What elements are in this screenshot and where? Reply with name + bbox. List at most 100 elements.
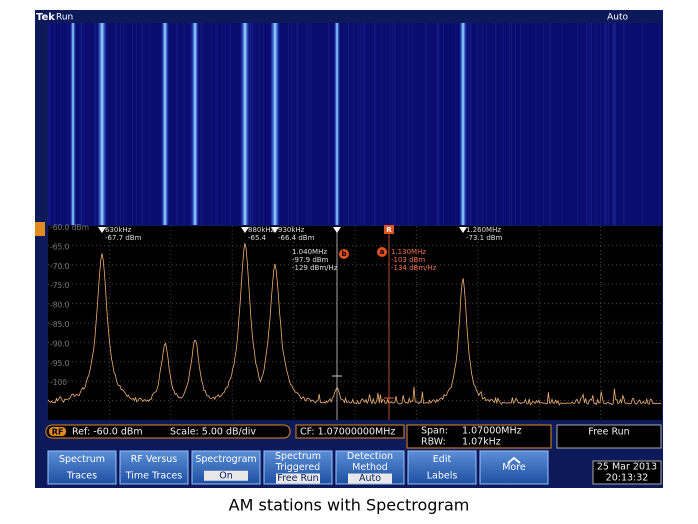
station-line bbox=[191, 23, 199, 225]
menu-button[interactable]: Spectrogram On bbox=[191, 450, 261, 485]
button-face[interactable] bbox=[479, 450, 549, 485]
trigger-box bbox=[556, 424, 662, 449]
button-label[interactable]: Detection bbox=[347, 451, 393, 462]
marker-freq: 880kHz bbox=[248, 226, 275, 234]
marker-level: -73.1 dBm bbox=[466, 234, 503, 242]
station-line bbox=[334, 23, 340, 225]
marker-level: -66.4 dBm bbox=[278, 234, 315, 242]
button-label[interactable]: Free Run bbox=[277, 473, 318, 484]
markers: 630kHz-67.7 dBm 880kHz-65.4 930kHz-66.4 dB… bbox=[98, 226, 503, 242]
button-value-box bbox=[204, 470, 248, 481]
clock-box bbox=[592, 460, 662, 485]
button-label[interactable]: Triggered bbox=[275, 462, 320, 473]
y-label: -70.0 bbox=[50, 262, 70, 271]
y-label: -65.0 bbox=[50, 242, 70, 251]
ref-badge bbox=[35, 222, 45, 236]
marker-b-freq: 1.040MHz bbox=[292, 248, 327, 256]
menu-button[interactable]: RF Versus Time Traces bbox=[119, 450, 189, 485]
y-label: -95.0 bbox=[50, 359, 70, 368]
rbw-label: RBW: bbox=[421, 437, 446, 448]
spectrogram-lines bbox=[47, 23, 660, 225]
button-arrow bbox=[507, 456, 521, 464]
button-face[interactable] bbox=[47, 450, 117, 485]
menu-button[interactable]: Edit Labels bbox=[407, 450, 477, 485]
button-label[interactable]: Spectrum bbox=[275, 451, 321, 462]
marker-freq: 1.260MHz bbox=[466, 226, 501, 234]
marker-level: -65.4 bbox=[248, 234, 267, 242]
spectrum-trace bbox=[47, 243, 662, 406]
y-label: -85.0 bbox=[50, 320, 70, 329]
grid bbox=[48, 226, 662, 420]
station-line bbox=[270, 23, 280, 225]
button-label[interactable]: Edit bbox=[433, 454, 452, 465]
center-freq: CF: 1.07000000MHz bbox=[300, 427, 395, 438]
time: 20:13:32 bbox=[606, 473, 649, 484]
y-label: -90.0 bbox=[50, 339, 70, 348]
button-value-box bbox=[276, 473, 320, 484]
trigger: Free Run bbox=[588, 427, 629, 438]
marker-freq: 630kHz bbox=[105, 226, 132, 234]
marker-b-badge bbox=[339, 249, 349, 259]
button-label[interactable]: Method bbox=[352, 462, 388, 473]
date: 25 Mar 2013 bbox=[597, 462, 657, 473]
menu-buttons: Spectrum Traces RF Versus Time Traces Spectr… bbox=[47, 450, 549, 485]
ref-box bbox=[45, 424, 291, 439]
marker-arrow bbox=[271, 227, 279, 233]
marker-a-ref-box bbox=[384, 225, 394, 234]
marker-level: -67.7 dBm bbox=[105, 234, 142, 242]
button-label[interactable]: Auto bbox=[359, 473, 381, 484]
y-labels: -60.0 dBm -65.0 -70.0 -75.0 -80.0 -85.0 -90.0 -… bbox=[50, 223, 89, 387]
spectrogram bbox=[48, 23, 662, 225]
span-label: Span: bbox=[421, 426, 448, 437]
marker-b-density: -129 dBm/Hz bbox=[292, 264, 338, 272]
button-label[interactable]: Labels bbox=[427, 470, 458, 481]
rf-badge bbox=[49, 427, 66, 436]
marker-a-letter: a bbox=[380, 248, 385, 256]
button-value-box bbox=[348, 473, 392, 484]
marker-arrow bbox=[241, 227, 249, 233]
scale: Scale: 5.00 dB/div bbox=[170, 427, 256, 438]
marker-arrow bbox=[98, 227, 106, 233]
menu-button[interactable]: More bbox=[479, 450, 549, 485]
marker-b-level: -97.9 dBm bbox=[292, 256, 329, 264]
marker-a-density: -134 dBm/Hz bbox=[391, 264, 437, 272]
button-face[interactable] bbox=[263, 450, 333, 485]
station-line bbox=[240, 23, 250, 225]
button-label[interactable]: On bbox=[219, 470, 233, 481]
y-label: -80.0 bbox=[50, 301, 70, 310]
marker-arrow bbox=[459, 227, 467, 233]
acq-mode: Auto bbox=[607, 13, 628, 23]
marker-b-arrow bbox=[333, 227, 341, 233]
run-state: Run bbox=[56, 13, 73, 23]
marker-a-level: -103 dBm bbox=[391, 256, 425, 264]
menu-button[interactable]: Spectrum Traces bbox=[47, 450, 117, 485]
button-label[interactable]: RF Versus bbox=[131, 454, 178, 465]
station-line bbox=[70, 23, 76, 225]
rf-label: RF bbox=[52, 428, 64, 437]
button-face[interactable] bbox=[407, 450, 477, 485]
button-label[interactable]: Spectrogram bbox=[195, 454, 256, 465]
rbw: 1.07kHz bbox=[462, 437, 501, 448]
brand: Tek bbox=[36, 12, 55, 23]
caption: AM stations with Spectrogram bbox=[229, 496, 470, 515]
marker-a-freq: 1.130MHz bbox=[391, 248, 426, 256]
y-label: -75.0 bbox=[50, 281, 70, 290]
button-label[interactable]: Spectrum bbox=[59, 454, 105, 465]
y-label: -100 bbox=[50, 378, 67, 387]
button-label[interactable]: More bbox=[502, 462, 526, 473]
marker-a-badge bbox=[377, 247, 387, 257]
station-line bbox=[459, 23, 467, 225]
button-label[interactable]: Traces bbox=[66, 470, 97, 481]
ref-level: Ref: -60.0 dBm bbox=[72, 427, 143, 438]
span: 1.07000MHz bbox=[462, 426, 522, 437]
span-box bbox=[406, 424, 552, 449]
marker-a-ref: R bbox=[386, 226, 392, 234]
button-label[interactable]: Time Traces bbox=[125, 470, 182, 481]
button-face[interactable] bbox=[119, 450, 189, 485]
marker-b-letter: b bbox=[341, 250, 346, 258]
station-line bbox=[161, 23, 169, 225]
